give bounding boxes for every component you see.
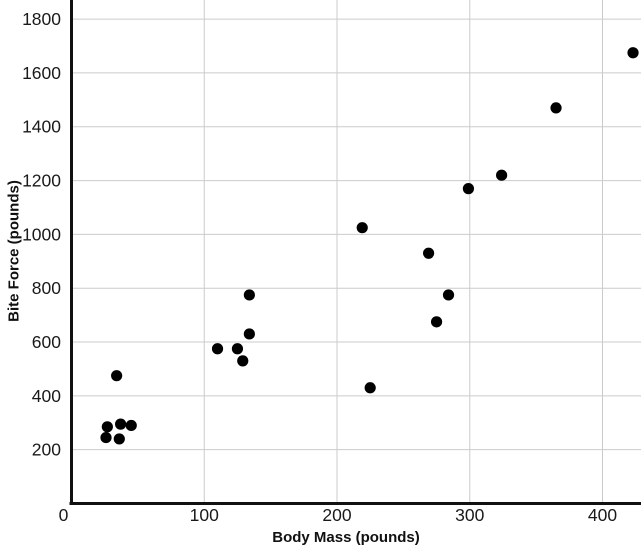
data-point <box>211 343 224 355</box>
data-point <box>125 419 137 432</box>
data-point <box>111 370 123 382</box>
data-point <box>113 433 125 445</box>
x-axis-title: Body Mass (pounds) <box>272 529 420 546</box>
y-tick-label: 400 <box>32 386 61 406</box>
data-point <box>115 418 127 430</box>
data-point <box>364 382 376 394</box>
y-axis-title: Bite Force (pounds) <box>5 180 23 322</box>
data-point <box>356 222 368 234</box>
x-tick-label: 400 <box>588 505 617 525</box>
y-tick-label: 600 <box>32 332 61 352</box>
x-tick-label: 300 <box>455 505 484 525</box>
data-point <box>422 247 435 259</box>
data-point <box>243 289 255 301</box>
y-tick-label: 1800 <box>22 9 61 29</box>
data-point <box>237 355 249 367</box>
y-tick-label: 1400 <box>22 117 61 137</box>
data-point <box>550 102 562 114</box>
y-tick-label: 800 <box>32 278 61 298</box>
data-point <box>462 183 475 195</box>
x-tick-label: 100 <box>190 505 219 525</box>
data-point <box>101 421 113 433</box>
y-tick-label: 1600 <box>22 63 61 83</box>
y-tick-label: 200 <box>32 440 61 460</box>
data-point <box>100 431 112 444</box>
y-tick-label: 1000 <box>22 224 61 244</box>
data-point <box>627 47 639 59</box>
y-tick-label: 1200 <box>22 171 61 191</box>
data-point <box>231 343 244 355</box>
data-point <box>243 328 255 340</box>
x-tick-label: 200 <box>322 505 351 525</box>
data-point <box>442 289 455 301</box>
data-point <box>496 169 508 181</box>
x-tick-label: 0 <box>59 505 69 525</box>
data-point <box>430 316 443 328</box>
